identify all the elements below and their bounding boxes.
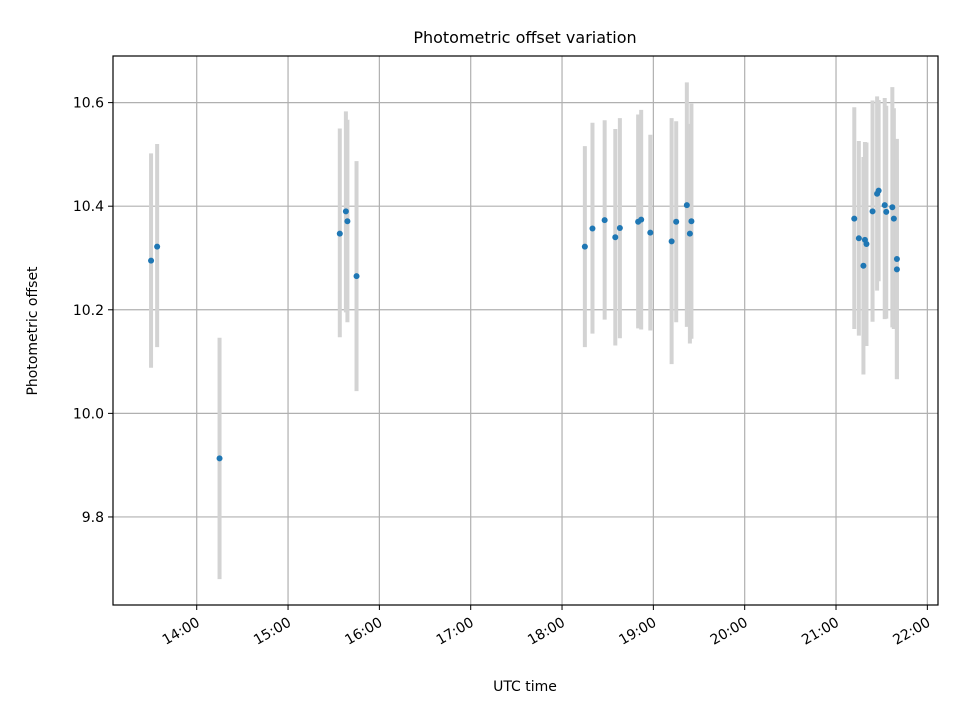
- plot-frame: [112, 55, 939, 606]
- data-point: [883, 208, 890, 215]
- data-point: [342, 208, 349, 215]
- y-tick-label: 9.8: [82, 510, 104, 526]
- data-point: [344, 218, 351, 225]
- data-point: [616, 224, 623, 231]
- data-point: [581, 243, 588, 250]
- data-point: [869, 208, 876, 215]
- y-tick-label: 10.0: [73, 406, 104, 422]
- data-point: [148, 257, 155, 264]
- y-tick-label: 10.6: [73, 96, 104, 112]
- data-point: [673, 218, 680, 225]
- data-point: [893, 256, 900, 263]
- data-point: [154, 243, 161, 250]
- data-point: [890, 215, 897, 222]
- y-tick-label: 10.2: [73, 303, 104, 319]
- data-point: [668, 238, 675, 245]
- data-point: [589, 225, 596, 232]
- data-point: [612, 234, 619, 241]
- data-points: [148, 187, 900, 462]
- data-point: [688, 218, 695, 225]
- data-point: [336, 230, 343, 237]
- data-point: [893, 266, 900, 273]
- y-tick-label: 10.4: [73, 199, 104, 215]
- data-point: [683, 202, 690, 209]
- data-point: [875, 187, 882, 194]
- data-point: [216, 455, 223, 462]
- data-point: [353, 273, 360, 280]
- data-point: [860, 262, 867, 269]
- data-point: [601, 217, 608, 224]
- data-point: [855, 235, 862, 242]
- data-point: [638, 216, 645, 223]
- y-axis-label: Photometric offset: [25, 266, 41, 396]
- data-point: [647, 229, 654, 236]
- x-axis-label: UTC time: [493, 679, 557, 695]
- y-axis-ticks: 9.8 10.0 10.2 10.4 10.6: [73, 96, 113, 526]
- data-point: [863, 241, 870, 248]
- data-point: [881, 202, 888, 209]
- chart-title: Photometric offset variation: [413, 28, 636, 47]
- data-point: [889, 204, 896, 211]
- grid: [113, 56, 938, 605]
- data-point: [686, 230, 693, 237]
- data-point: [851, 215, 858, 222]
